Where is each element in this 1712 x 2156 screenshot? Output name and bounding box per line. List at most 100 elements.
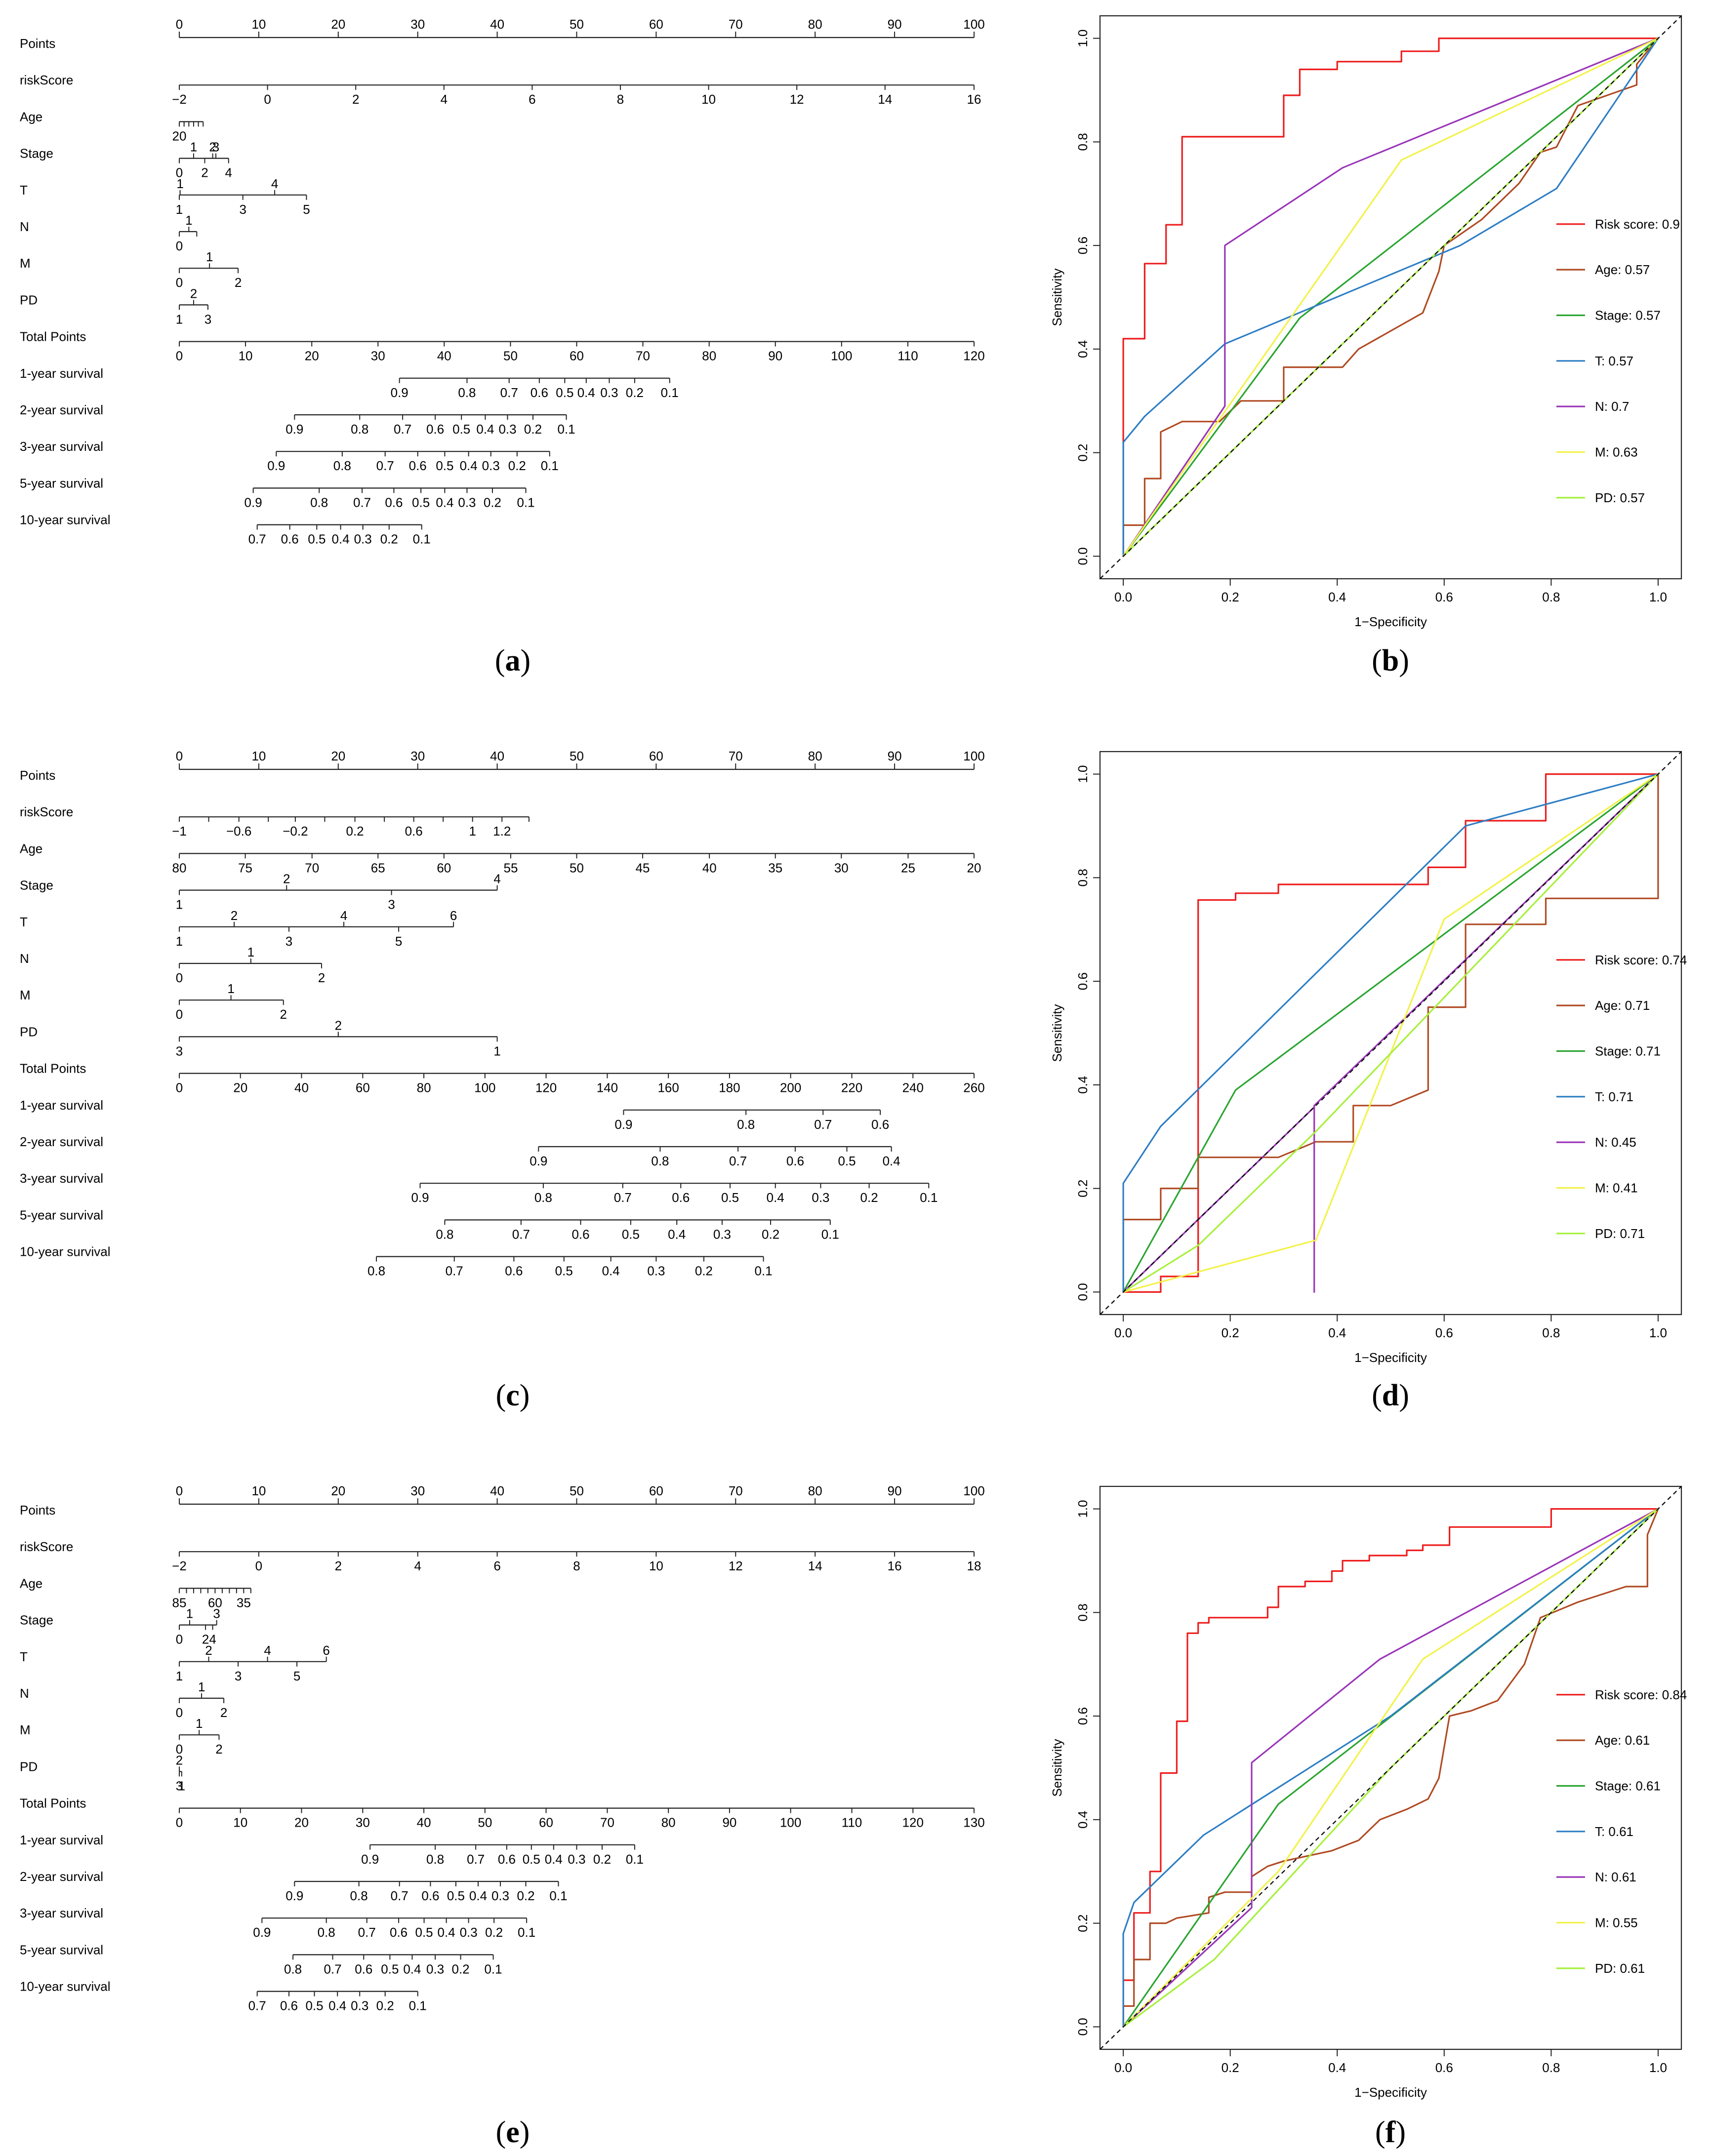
- tick-label: 70: [600, 1815, 614, 1830]
- row-label: PD: [20, 1759, 38, 1774]
- x-tick-label: 0.4: [1328, 2060, 1346, 2075]
- tick-label: 40: [417, 1815, 431, 1830]
- tick-label: 0.6: [498, 1852, 516, 1867]
- nomogram-row-riskscore: riskScore −1 −0.6 −0.2 0.2 0.6 1 1.2: [20, 804, 530, 838]
- tick-label: 40: [490, 749, 504, 763]
- row-label: Stage: [20, 146, 53, 161]
- nomogram-row-10-year-survival: 10-year survival 0.7 0.6 0.5 0.4 0.3 0.2 0.1: [20, 513, 431, 547]
- tick-label: 0.6: [390, 1925, 408, 1940]
- tick-label: 80: [702, 349, 716, 363]
- tick-label: 0.6: [385, 495, 403, 510]
- tick-label: 0.5: [436, 458, 453, 473]
- y-axis: 0.0 0.2 0.4 0.6 0.8 1.0 Sensitivity: [1050, 30, 1100, 565]
- tick-label: 2: [190, 286, 197, 301]
- tick-label: 0.1: [558, 422, 575, 437]
- tick-label: 0.9: [411, 1190, 429, 1205]
- y-tick-label: 1.0: [1075, 765, 1090, 783]
- tick-label: 0.9: [267, 458, 285, 473]
- tick-label: 0.9: [285, 1888, 303, 1903]
- tick-label: 0.7: [394, 422, 411, 437]
- x-tick-label: 0.0: [1114, 1325, 1132, 1340]
- reference-diagonal: [1100, 751, 1682, 1315]
- tick-label: 10: [251, 1483, 266, 1498]
- tick-label: 70: [729, 749, 743, 763]
- row-label: 10-year survival: [20, 1244, 111, 1259]
- tick-label: 0.3: [713, 1227, 731, 1241]
- tick-label: 10: [701, 92, 716, 107]
- tick-label: 1: [186, 1606, 193, 1621]
- roc-curve-t: [1122, 1508, 1659, 2027]
- nomogram-row-n: N 012: [20, 1679, 227, 1720]
- tick-label: 0.6: [571, 1227, 589, 1241]
- tick-label: 0: [264, 92, 271, 107]
- tick-label: 1: [196, 1716, 203, 1731]
- tick-label: 0.2: [346, 824, 364, 838]
- tick-label: 25: [901, 860, 915, 875]
- plot-frame: [1099, 1485, 1682, 2050]
- legend-label: N: 0.7: [1595, 399, 1629, 414]
- tick-label: 0.1: [821, 1227, 839, 1241]
- tick-label: 0: [176, 1632, 183, 1647]
- tick-label: 200: [780, 1080, 801, 1095]
- tick-label: 100: [963, 1483, 984, 1498]
- tick-label: 75: [238, 860, 252, 875]
- row-label: 3-year survival: [20, 1906, 103, 1920]
- tick-label: 0.2: [762, 1227, 779, 1241]
- tick-label: 0.7: [446, 1264, 463, 1278]
- tick-label: 0.1: [409, 1998, 427, 2013]
- tick-label: 120: [902, 1815, 924, 1830]
- row-label: riskScore: [20, 804, 73, 819]
- row-label: Total Points: [20, 329, 86, 344]
- tick-label: 90: [722, 1815, 736, 1830]
- tick-label: −0.2: [283, 824, 308, 838]
- tick-label: 1: [227, 981, 234, 996]
- tick-label: 0.1: [541, 458, 559, 473]
- tick-label: 1: [469, 824, 476, 838]
- tick-label: 0.3: [600, 385, 618, 400]
- x-tick-label: 0.2: [1222, 1325, 1239, 1340]
- tick-label: 120: [963, 349, 984, 363]
- y-axis: 0.0 0.2 0.4 0.6 0.8 1.0 Sensitivity: [1050, 765, 1100, 1301]
- x-tick-label: 0.0: [1114, 590, 1132, 604]
- y-axis-label: Sensitivity: [1050, 268, 1064, 326]
- row-label: PD: [20, 1024, 38, 1039]
- x-tick-label: 0.2: [1222, 2060, 1239, 2075]
- tick-label: 4: [271, 176, 278, 191]
- row-label: 1-year survival: [20, 1098, 103, 1113]
- nomogram-row-total-points: Total Points 0 10 20 30 40 50 60 70 80 90 100 110 120: [20, 329, 985, 363]
- row-label: 5-year survival: [20, 1942, 103, 1957]
- tick-label: 0.3: [647, 1264, 665, 1278]
- y-axis-label: Sensitivity: [1050, 1004, 1064, 1062]
- roc-panel-b: 0.0 0.2 0.4 0.6 0.8 1.0 1−Specificity 0.0 0.2 0.4…: [1050, 15, 1682, 629]
- legend-item: M: 0.63: [1556, 445, 1638, 460]
- legend-item: M: 0.41: [1556, 1181, 1638, 1196]
- legend-item: PD: 0.71: [1556, 1226, 1645, 1241]
- x-tick-label: 0.4: [1328, 1325, 1346, 1340]
- nomogram-row-10-year-survival: 10-year survival 0.8 0.7 0.6 0.5 0.4 0.3 0.2 0.1: [20, 1244, 773, 1278]
- x-tick-label: 1.0: [1649, 590, 1667, 604]
- nomogram-row-stage: Stage 012 4 3: [20, 1606, 220, 1647]
- nomogram-row-5-year-survival: 5-year survival 0.9 0.8 0.7 0.6 0.5 0.4 0.3 0.2 0…: [20, 476, 535, 510]
- legend-label: M: 0.41: [1595, 1181, 1638, 1196]
- tick-label: 30: [356, 1815, 370, 1830]
- tick-label: 0.8: [318, 1925, 335, 1940]
- y-tick-label: 0.2: [1075, 1915, 1090, 1932]
- tick-label: 20: [967, 860, 981, 875]
- tick-label: 0.4: [577, 385, 595, 400]
- tick-label: 1: [185, 213, 192, 228]
- nomogram-row-age: Age 20: [20, 109, 204, 143]
- row-label: T: [20, 183, 28, 198]
- nomogram-row-riskscore: riskScore −2 0 2 4 6 8 10 12 14 16: [20, 73, 981, 107]
- tick-label: 0.4: [469, 1888, 487, 1903]
- tick-label: 0.5: [721, 1190, 739, 1205]
- row-label: N: [20, 1686, 29, 1701]
- tick-label: 1: [176, 897, 183, 912]
- tick-label: 0: [176, 239, 183, 253]
- y-tick-label: 0.6: [1075, 1707, 1090, 1725]
- tick-label: 0.7: [814, 1117, 832, 1132]
- legend-label: Age: 0.71: [1595, 998, 1650, 1013]
- legend-item: PD: 0.57: [1556, 490, 1645, 505]
- row-label: 5-year survival: [20, 1207, 103, 1222]
- x-axis-label: 1−Specificity: [1354, 1350, 1427, 1365]
